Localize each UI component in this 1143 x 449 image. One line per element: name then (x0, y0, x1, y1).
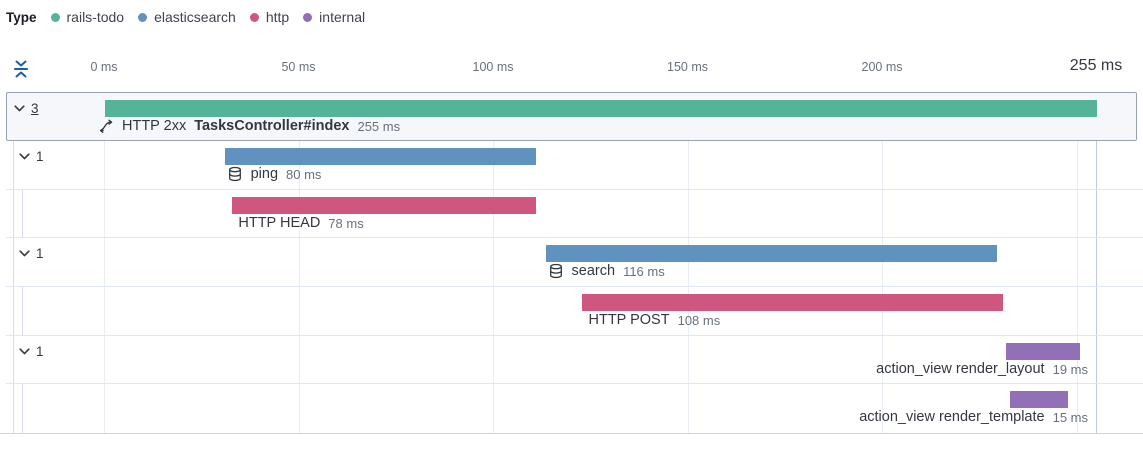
legend-title: Type (6, 9, 37, 25)
legend-item-http: http (249, 9, 290, 25)
database-icon (549, 263, 562, 279)
bar-label: HTTP HEAD 78 ms (238, 215, 363, 231)
duration-label: 80 ms (286, 166, 322, 182)
status-label: HTTP 2xx (122, 118, 187, 134)
legend-item-elasticsearch: elasticsearch (138, 9, 236, 25)
span-name: HTTP HEAD (238, 215, 321, 231)
database-icon (228, 166, 241, 182)
gridline (493, 92, 495, 433)
duration-label: 108 ms (677, 312, 721, 328)
gridline (104, 92, 105, 433)
chevron-down-icon (19, 250, 30, 257)
span-bar[interactable] (224, 148, 536, 165)
transaction-bar[interactable] (105, 100, 1097, 117)
child-count: 3 (31, 101, 39, 116)
accordion-toggle[interactable]: 1 (18, 246, 44, 261)
legend-dot-icon (249, 12, 259, 22)
bar-label: HTTP 2xx TasksController#index 255 ms (98, 118, 400, 134)
axis-tick-label: 0 ms (90, 60, 118, 74)
duration-label: 116 ms (623, 263, 665, 279)
duration-label: 255 ms (357, 118, 401, 134)
child-count: 1 (36, 149, 44, 164)
span-bar[interactable] (545, 245, 997, 262)
waterfall-row-span[interactable]: 1 action_view render_layout 19 ms (6, 336, 1143, 384)
gridline (687, 92, 689, 433)
fold-icon (14, 60, 28, 78)
bar-label: search 116 ms (548, 263, 665, 279)
indent-guide (13, 141, 14, 433)
span-name: HTTP POST (588, 312, 670, 328)
collapse-all-button[interactable] (11, 58, 31, 80)
transaction-name: TasksController#index (194, 118, 350, 134)
axis-tick-label: 150 ms (667, 60, 709, 74)
merge-icon (99, 119, 113, 134)
axis-tick-label: 100 ms (472, 60, 514, 74)
waterfall-row-span[interactable]: action_view render_template 15 ms (6, 384, 1143, 434)
legend-item-label: elasticsearch (154, 9, 236, 25)
legend-dot-icon (303, 12, 313, 22)
span-name: search (571, 263, 616, 279)
indent-guide (22, 287, 23, 336)
axis-tick-label: 200 ms (861, 60, 903, 74)
bar-label: action_view render_template 15 ms (859, 409, 1088, 425)
span-name: action_view render_layout (876, 361, 1045, 377)
span-bar[interactable] (232, 197, 536, 214)
span-name: ping (250, 166, 279, 182)
chevron-down-icon (19, 348, 30, 355)
span-bar[interactable] (1010, 391, 1069, 408)
bar-label: HTTP POST 108 ms (588, 312, 720, 328)
legend-item-internal: internal (303, 9, 365, 25)
span-name: action_view render_template (859, 409, 1045, 425)
child-count: 1 (36, 344, 44, 359)
accordion-toggle[interactable]: 3 (13, 101, 39, 116)
chevron-down-icon (19, 153, 30, 160)
legend-item-label: http (265, 9, 290, 25)
waterfall-row-span[interactable]: 1 ping 80 ms (6, 141, 1143, 190)
waterfall-row-span[interactable]: HTTP POST 108 ms (6, 287, 1143, 336)
legend-dot-icon (50, 12, 60, 22)
legend-item-label: rails-todo (66, 9, 125, 25)
waterfall-row-span[interactable]: 1 search 116 ms (6, 238, 1143, 287)
axis-tick-label: 255 ms (1069, 57, 1123, 74)
gridline (1096, 92, 1097, 433)
gridline (1076, 92, 1078, 433)
bar-label: ping 80 ms (227, 166, 322, 182)
gridline (882, 92, 884, 433)
span-bar[interactable] (582, 294, 1003, 311)
type-legend: Type rails-todo elasticsearch http internal (6, 9, 365, 25)
legend-item-rails-todo: rails-todo (50, 9, 125, 25)
bar-label: action_view render_layout 19 ms (876, 361, 1088, 377)
trace-waterfall: 3 HTTP 2xx TasksController#index 255 ms 1 pin… (0, 92, 1143, 434)
duration-label: 15 ms (1052, 409, 1088, 425)
indent-guide (22, 384, 23, 434)
axis-tick-label: 50 ms (281, 60, 316, 74)
legend-dot-icon (138, 12, 148, 22)
legend-item-label: internal (319, 9, 366, 25)
waterfall-row-transaction[interactable]: 3 HTTP 2xx TasksController#index 255 ms (6, 92, 1137, 141)
chevron-down-icon (14, 105, 25, 112)
accordion-toggle[interactable]: 1 (18, 344, 44, 359)
gridline (298, 92, 300, 433)
duration-label: 19 ms (1052, 361, 1088, 377)
child-count: 1 (36, 246, 44, 261)
waterfall-row-span[interactable]: HTTP HEAD 78 ms (6, 190, 1143, 238)
indent-guide (22, 190, 23, 238)
accordion-toggle[interactable]: 1 (18, 149, 44, 164)
duration-label: 78 ms (328, 215, 364, 231)
span-bar[interactable] (1006, 343, 1081, 360)
